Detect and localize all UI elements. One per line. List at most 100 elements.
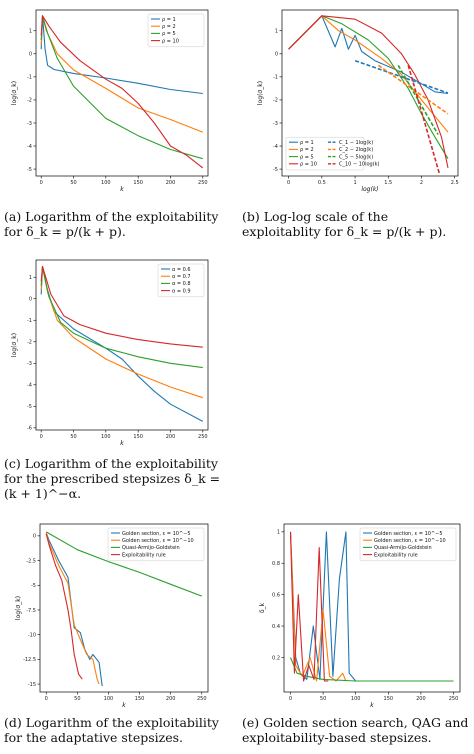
x-tick-label: 100 [104, 696, 114, 702]
x-tick-label: 100 [101, 434, 111, 440]
y-tick-label: 0.6 [272, 592, 280, 598]
caption-d: (d) Logarithm of the exploitability for … [4, 715, 219, 745]
x-tick-label: 0 [289, 696, 292, 702]
x-axis-label: k [120, 440, 124, 447]
caption-a: (a) Logarithm of the exploitability for … [4, 209, 219, 239]
y-tick-label: 0 [33, 534, 36, 540]
y-tick-label: 1 [277, 530, 280, 536]
x-tick-label: 0 [40, 434, 43, 440]
series-line [40, 15, 204, 169]
y-tick-label: 0 [29, 297, 32, 303]
caption-e: (e) Golden section search, QAG and explo… [242, 715, 469, 745]
legend-entry: α = 0.7 [172, 274, 191, 280]
y-tick-label: 1 [29, 29, 32, 35]
x-tick-label: 250 [449, 696, 459, 702]
series-line [289, 531, 329, 682]
legend-box [107, 527, 205, 562]
legend-entry: Golden section, ε = 10^−5 [122, 531, 191, 537]
y-tick-label: -2 [273, 98, 278, 104]
x-tick-label: 200 [166, 180, 176, 186]
x-tick-label: 1.5 [384, 180, 392, 186]
y-tick-label: -7.5 [26, 608, 36, 614]
y-tick-label: -1 [27, 75, 32, 81]
y-tick-label: -2.5 [26, 558, 36, 564]
legend-entry: Golden section, ε = 10^−5 [374, 531, 443, 537]
series-line [40, 15, 203, 95]
series-line [45, 532, 100, 685]
y-tick-label: 0.8 [272, 561, 280, 567]
series-line [288, 15, 449, 169]
legend-entry: Quasi-Armijo-Goldstein [374, 545, 432, 551]
x-tick-label: 0 [40, 180, 43, 186]
x-tick-label: 150 [135, 696, 145, 702]
legend-entry: ρ = 5 [162, 31, 176, 37]
legend-entry: C_10 − 10log(k) [339, 162, 380, 168]
series-line [40, 265, 203, 369]
legend-box [285, 136, 365, 171]
x-axis-label: k [122, 702, 126, 709]
y-tick-label: -5 [31, 583, 36, 589]
x-tick-label: 1 [353, 180, 356, 186]
plot-frame [39, 523, 209, 693]
caption-b: (b) Log-log scale of the exploitablity f… [242, 209, 447, 239]
series-line [45, 532, 103, 687]
y-tick-label: -3 [27, 361, 32, 367]
x-tick-label: 100 [101, 180, 111, 186]
x-tick-label: 200 [416, 696, 426, 702]
x-tick-label: 50 [70, 180, 76, 186]
y-tick-label: 0.2 [272, 655, 280, 661]
legend-entry: ρ = 5 [300, 154, 314, 160]
chart-e: 0 50 100 150 200 250 0.2 0.4 0.6 0.8 1 k δ_k Golden s… [259, 523, 461, 709]
plot-frame [283, 523, 461, 693]
x-axis-label: k [120, 186, 124, 193]
y-tick-label: -5 [27, 167, 32, 173]
legend-entry: Exploitability rule [122, 552, 166, 558]
series-line [288, 15, 449, 133]
y-tick-label: 1 [29, 275, 32, 281]
y-tick-label: 0.4 [272, 624, 280, 630]
chart-b: 0 0.5 1 1.5 2 2.5 1 0 -1 -2 -3 -4 -5 log(k) log(σ_k) ρ … [257, 9, 459, 193]
y-tick-label: -3 [27, 121, 32, 127]
y-tick-label: -5 [27, 404, 32, 410]
legend-entry: Golden section, ε = 10^−10 [122, 538, 194, 544]
y-tick-label: -5 [273, 167, 278, 173]
series-line [45, 533, 83, 680]
x-tick-label: 0 [45, 696, 48, 702]
x-tick-label: 250 [198, 434, 208, 440]
x-tick-label: 150 [133, 180, 143, 186]
chart-c: 0 50 100 150 200 250 1 0 -1 -2 -3 -4 -5 -6 k log(σ_k) α … [11, 259, 209, 447]
x-axis-label: k [370, 702, 374, 709]
series-line [354, 59, 449, 94]
y-tick-label: 0 [29, 52, 32, 58]
legend-entry: ρ = 2 [300, 147, 314, 153]
legend-box [147, 13, 205, 48]
y-axis-label: log(σ_k) [11, 81, 18, 105]
series-line [377, 64, 449, 115]
series-line [289, 531, 347, 682]
legend-entry: ρ = 10 [162, 38, 179, 44]
x-tick-label: 100 [351, 696, 361, 702]
y-tick-label: -10 [28, 632, 36, 638]
y-tick-label: -4 [27, 144, 32, 150]
y-tick-label: -2 [27, 98, 32, 104]
y-axis-label: log(σ_k) [11, 333, 18, 357]
x-tick-label: 150 [133, 434, 143, 440]
x-tick-label: 200 [166, 696, 176, 702]
y-axis-label: δ_k [259, 602, 266, 613]
x-tick-label: 0 [287, 180, 290, 186]
series-line [40, 265, 203, 348]
legend-entry: ρ = 1 [162, 17, 176, 23]
plot-frame [35, 9, 209, 177]
series-line [288, 15, 449, 159]
legend-entry: C_1 − 1log(k) [339, 140, 373, 146]
legend-entry: Quasi-Armijo-Goldstein [122, 545, 180, 551]
y-tick-label: -2 [27, 340, 32, 346]
series-line [407, 65, 441, 174]
y-tick-label: -12.5 [23, 657, 36, 663]
y-tick-label: -4 [273, 144, 278, 150]
plot-frame [35, 259, 209, 431]
plot-frame [281, 9, 459, 177]
legend-entry: Exploitability rule [374, 552, 418, 558]
y-tick-label: -15 [28, 682, 36, 688]
x-tick-label: 250 [197, 696, 207, 702]
